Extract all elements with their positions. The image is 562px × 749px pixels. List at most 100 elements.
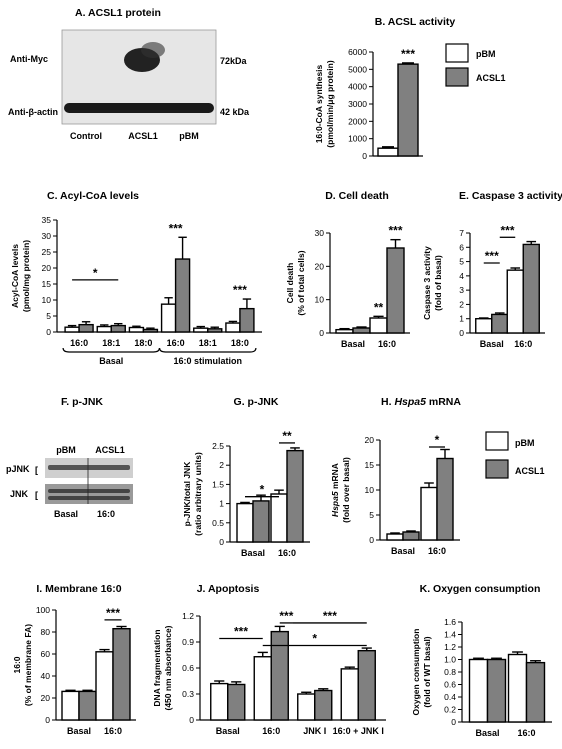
bar	[110, 324, 126, 333]
bar	[491, 313, 509, 334]
y-tick-label: 10	[315, 295, 325, 305]
y-tick-label: 60	[41, 649, 51, 659]
y-tick-label: 3	[459, 285, 464, 295]
bar	[96, 325, 112, 333]
x-category-label: Basal	[391, 546, 415, 556]
bar	[270, 493, 288, 543]
y-tick-label: 6000	[348, 47, 367, 57]
y-tick-label: 3000	[348, 99, 367, 109]
bar	[377, 147, 399, 157]
x-category-label: 16:0 + JNK I	[333, 726, 384, 736]
y-tick-label: 20	[42, 263, 52, 273]
chart-c: C. Acyl-CoA levels Acyl-CoA levels (pmol/m…	[10, 190, 262, 366]
x-group-label: 18:1	[199, 338, 217, 348]
chart-b: B. ACSL activity 16:0-CoA synthesis (pmol/…	[314, 16, 455, 161]
chart-d: D. Cell death Cell death (% of total cells…	[285, 190, 410, 349]
legend-1: pBM ACSL1	[445, 43, 506, 87]
y-tick-label: 0.3	[182, 689, 194, 699]
significance-marker: **	[282, 429, 292, 443]
y-tick-label: 1.6	[444, 617, 456, 627]
y-tick-label: 0	[46, 327, 51, 337]
y-tick-label: 1000	[348, 134, 367, 144]
blot-a-size-72: 72kDa	[220, 56, 248, 66]
x-category-label: 16:0	[378, 339, 396, 349]
blot-f-lane-pbm: pBM	[56, 445, 76, 455]
chart-title: J. Apoptosis	[197, 583, 260, 595]
y-tick-label: 1	[219, 499, 224, 509]
y-tick-label: 0.8	[444, 667, 456, 677]
bar	[402, 531, 420, 541]
bar	[236, 502, 254, 543]
bar	[78, 690, 97, 721]
bar	[61, 690, 80, 721]
y-tick-label: 7	[459, 228, 464, 238]
y-axis-label: Acyl-CoA levels	[10, 244, 20, 308]
bar	[64, 326, 80, 333]
y-tick-label: 35	[42, 215, 52, 225]
y-axis-label: (fold over basal)	[341, 457, 351, 523]
significance-marker: ***	[401, 47, 415, 61]
bar	[340, 668, 359, 721]
blot-f-group-160: 16:0	[97, 509, 115, 519]
y-axis-label: 16:0-CoA synthesis	[314, 64, 324, 143]
bar	[335, 328, 354, 334]
legend-2-label-acsl1: ACSL1	[515, 466, 545, 476]
x-category-label: 16:0	[514, 339, 532, 349]
bar	[386, 247, 405, 334]
y-axis-label: (pmol/mg protein)	[21, 240, 31, 312]
blot-f-bracket-jnk: [	[35, 490, 38, 500]
y-tick-label: 20	[41, 693, 51, 703]
bar	[525, 661, 546, 723]
bar	[210, 682, 229, 721]
y-axis-label: DNA fragmentation	[152, 629, 162, 706]
significance-marker: ***	[106, 606, 120, 620]
y-axis-label: (fold of WT basal)	[422, 636, 432, 707]
bar	[112, 628, 131, 721]
legend-1-swatch-acsl1	[445, 67, 469, 87]
blot-f-jnk-strip	[45, 484, 133, 504]
y-axis-label: Oxygen consumption	[411, 629, 421, 716]
y-axis-label: (% of total cells)	[296, 250, 306, 315]
chart-title: D. Cell death	[325, 190, 389, 202]
chart-title: H. Hspa5 mRNA	[381, 396, 461, 408]
x-category-label: Basal	[67, 726, 91, 736]
bar	[297, 693, 316, 721]
blot-f-group-basal: Basal	[54, 509, 78, 519]
y-tick-label: 2	[219, 460, 224, 470]
chart-title: K. Oxygen consumption	[420, 583, 541, 595]
significance-marker: **	[374, 300, 384, 314]
legend-1-swatch-pbm	[445, 43, 469, 63]
y-axis-label: (pmol/min/μg protein)	[325, 60, 335, 148]
x-category-label: Basal	[241, 548, 265, 558]
y-tick-label: 0	[362, 151, 367, 161]
bar	[160, 303, 177, 333]
blot-a-lane-acsl1: ACSL1	[128, 131, 158, 141]
y-tick-label: 4000	[348, 82, 367, 92]
y-tick-label: 1	[459, 314, 464, 324]
panel-f-title: F. p-JNK	[61, 396, 103, 408]
bar	[253, 656, 272, 721]
significance-marker: *	[260, 483, 265, 497]
y-tick-label: 0	[369, 535, 374, 545]
x-group-set-label: Basal	[99, 356, 123, 366]
y-axis-label: Hspa5 mRNA	[330, 463, 340, 517]
y-tick-label: 1.5	[212, 479, 224, 489]
bar	[486, 658, 507, 723]
bar	[128, 326, 145, 333]
y-tick-label: 15	[42, 279, 52, 289]
y-tick-label: 1.2	[444, 642, 456, 652]
blot-f-jnk-band-2	[48, 496, 130, 500]
y-tick-label: 5000	[348, 64, 367, 74]
y-axis-label: (450 nm absorbance)	[163, 625, 173, 710]
x-group-label: 18:1	[102, 338, 120, 348]
chart-e: E. Caspase 3 activity Caspase 3 activity(…	[422, 190, 562, 349]
legend-2: pBM ACSL1	[485, 431, 545, 479]
bar	[386, 533, 404, 541]
bar	[352, 327, 371, 334]
legend-2-swatch-pbm	[485, 431, 509, 451]
x-category-label: Basal	[475, 728, 499, 738]
y-tick-label: 20	[365, 435, 375, 445]
bar	[286, 449, 304, 543]
significance-marker: ***	[500, 223, 514, 237]
significance-marker: *	[435, 433, 440, 447]
